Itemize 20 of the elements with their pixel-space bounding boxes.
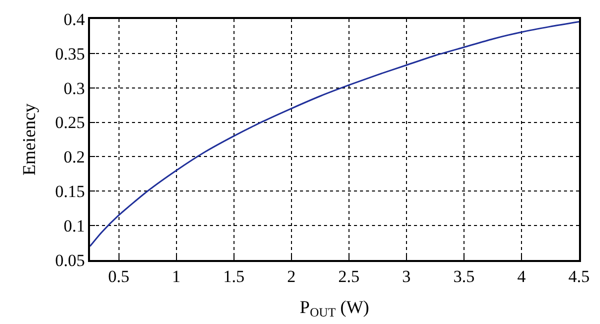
x-tick-label: 0.5	[108, 267, 130, 286]
y-tick-label: 0.4	[64, 10, 86, 29]
x-axis-title: P$_{OUT}$ (W)	[300, 296, 370, 320]
x-tick-label: 2.5	[338, 267, 360, 286]
x-tick-label: 1	[172, 267, 181, 286]
y-tick-label: 0.05	[55, 250, 85, 270]
x-tick-label: 3.5	[453, 267, 475, 286]
y-tick-label: 0.15	[55, 182, 85, 202]
y-axis-title: Emeiency	[18, 104, 39, 176]
line-series	[90, 21, 579, 247]
x-tick-label: 4	[517, 267, 526, 286]
y-tick-label: 0.3	[64, 78, 85, 98]
y-tick-label: 0.25	[55, 113, 85, 132]
y-tick-label: 0.35	[55, 44, 85, 64]
x-tick-label: 2	[287, 267, 296, 286]
y-tick-label: 0.1	[64, 216, 85, 236]
y-tick-label: 0.2	[64, 148, 85, 167]
x-tick-label: 1.5	[223, 267, 244, 286]
x-tick-label: 4.5	[568, 267, 590, 286]
x-tick-label: 3	[402, 267, 411, 286]
